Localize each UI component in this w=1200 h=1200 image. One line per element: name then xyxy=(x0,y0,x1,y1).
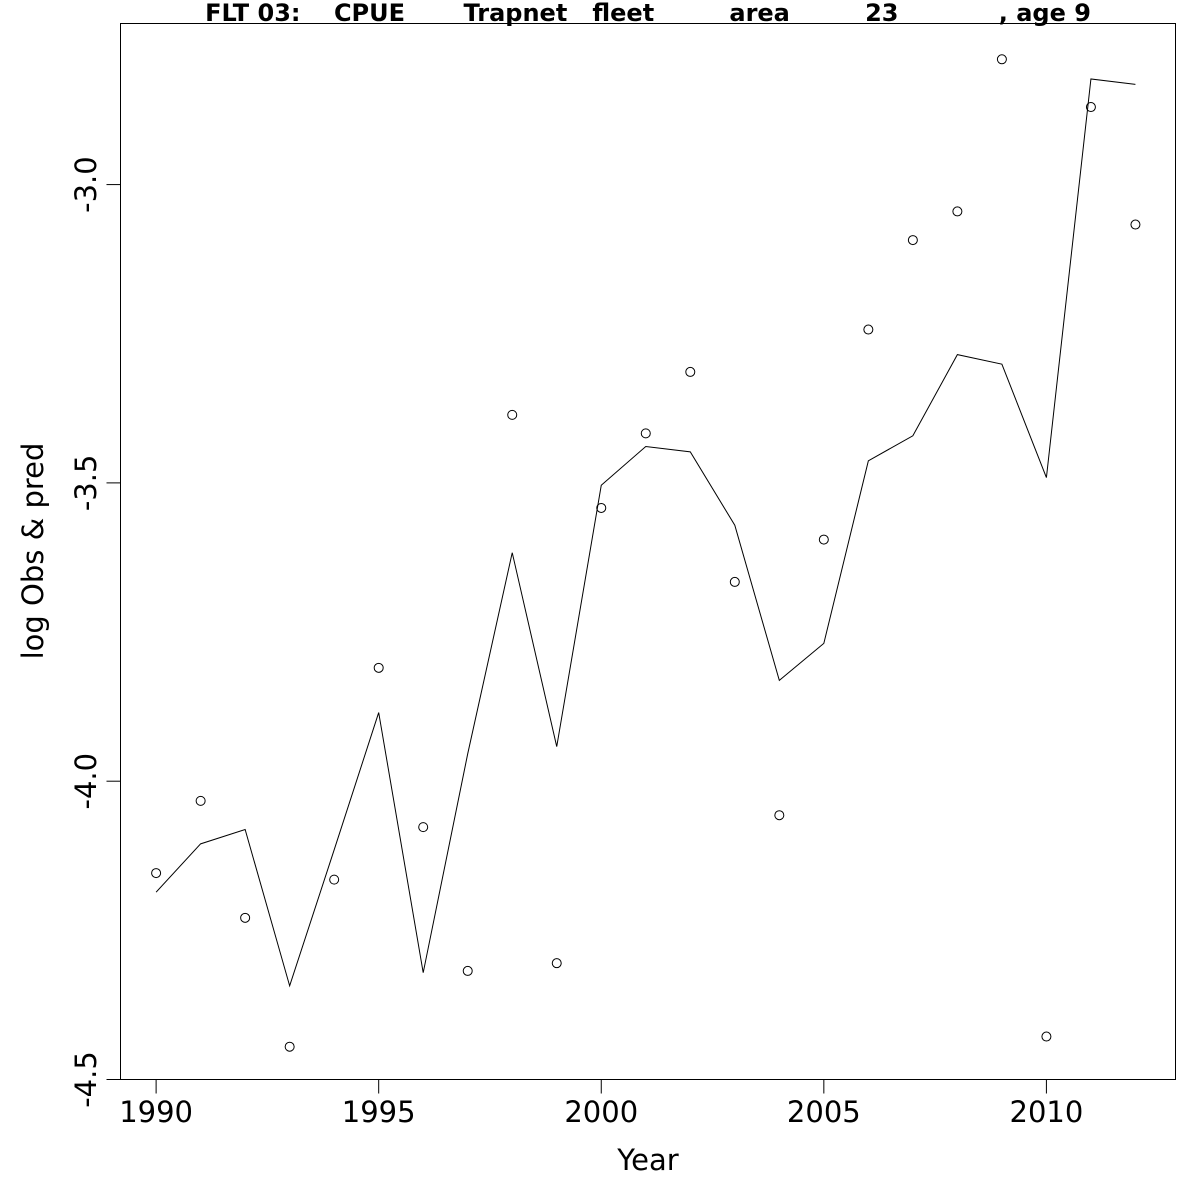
observed-point xyxy=(1130,219,1141,230)
x-axis-label: Year xyxy=(616,1143,678,1177)
observed-point xyxy=(329,874,340,885)
observed-point xyxy=(240,912,251,923)
x-tick-label: 2005 xyxy=(787,1095,861,1129)
x-tick-label: 1995 xyxy=(342,1095,416,1129)
observed-point xyxy=(907,235,918,246)
y-tick-label: -3.5 xyxy=(69,455,103,512)
observed-point xyxy=(1041,1031,1052,1042)
observed-point xyxy=(863,324,874,335)
y-axis-label: log Obs & pred xyxy=(16,443,50,660)
series-layer xyxy=(151,54,1141,1052)
y-tick-label: -3.0 xyxy=(69,156,103,213)
observed-point xyxy=(151,868,162,879)
observed-point xyxy=(507,409,518,420)
observed-point xyxy=(818,534,829,545)
x-tick-label: 1990 xyxy=(119,1095,193,1129)
observed-point xyxy=(729,576,740,587)
chart-title: FLT 03: CPUE Trapnet fleet area 23 , age… xyxy=(205,0,1091,27)
observed-point xyxy=(1085,102,1096,113)
observed-point xyxy=(952,206,963,217)
plot-frame xyxy=(120,23,1176,1080)
observed-point xyxy=(462,965,473,976)
observed-point xyxy=(418,822,429,833)
observed-point xyxy=(373,662,384,673)
y-tick-label: -4.0 xyxy=(69,753,103,810)
x-tick-label: 2000 xyxy=(564,1095,638,1129)
observed-point xyxy=(996,54,1007,65)
y-axis: -4.5 -4.0 -3.5 -3.0 xyxy=(69,156,121,1108)
x-tick-label: 2010 xyxy=(1010,1095,1084,1129)
observed-point xyxy=(195,795,206,806)
predicted-line xyxy=(155,78,1136,988)
y-tick-label: -4.5 xyxy=(69,1051,103,1108)
observed-point xyxy=(774,810,785,821)
observed-point xyxy=(685,366,696,377)
observed-point xyxy=(284,1041,295,1052)
observed-point xyxy=(551,958,562,969)
x-axis: 1990 1995 2000 2005 2010 xyxy=(119,1079,1084,1129)
observed-point xyxy=(640,428,651,439)
observed-point xyxy=(596,502,607,513)
